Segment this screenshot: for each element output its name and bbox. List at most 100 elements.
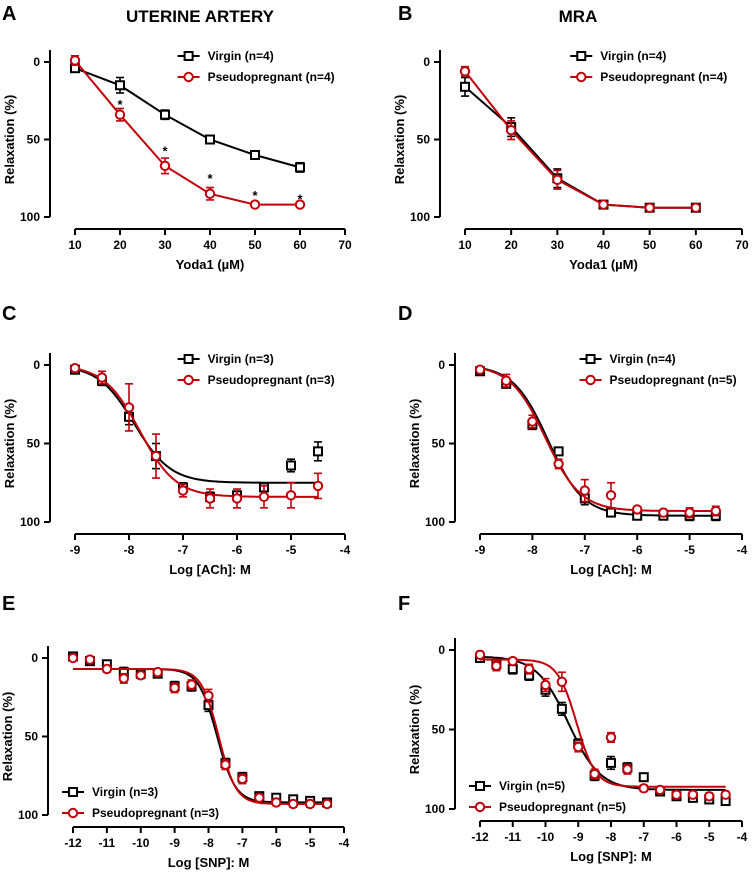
panel-letter-a: A <box>2 3 16 25</box>
x-tick-label: -7 <box>178 543 189 557</box>
data-point <box>638 783 649 794</box>
x-tick-label: -9 <box>70 543 81 557</box>
data-point <box>205 134 215 145</box>
legend-marker <box>183 51 194 61</box>
data-point <box>177 485 189 496</box>
x-tick-label: -4 <box>737 543 748 557</box>
x-tick-label: 60 <box>293 238 307 252</box>
y-tick-label: 0 <box>33 358 40 372</box>
data-point <box>294 199 306 210</box>
legend-marker <box>183 374 194 386</box>
y-tick-label: 0 <box>33 55 40 69</box>
legend-label: Virgin (n=5) <box>499 779 565 793</box>
x-tick-label: -4 <box>737 830 748 844</box>
significance-star: * <box>207 171 213 186</box>
panel-letter-d: D <box>398 303 412 325</box>
x-tick-label: -5 <box>704 830 715 844</box>
data-point <box>150 450 162 462</box>
data-point <box>553 446 564 457</box>
x-axis-label: Log [SNP]: M <box>168 855 250 870</box>
x-tick-label: -7 <box>579 543 590 557</box>
data-point <box>96 372 108 383</box>
data-point <box>527 416 538 427</box>
legend-marker <box>585 354 596 364</box>
y-tick-label: 100 <box>425 515 445 529</box>
data-point <box>720 789 731 800</box>
panel-e: E 0 50 100 -12 -11 -10 -9 -8 -7 -6 -5 -4 Log [SNP]: … <box>0 593 350 870</box>
data-point <box>540 679 551 691</box>
y-axis-label: Relaxation (%) <box>392 95 407 185</box>
data-point <box>135 670 146 681</box>
y-axis-label: Relaxation (%) <box>407 399 422 489</box>
series-pseudopregnant <box>474 364 721 519</box>
legend-label: Virgin (n=3) <box>208 352 274 366</box>
data-point <box>101 663 113 675</box>
data-point <box>271 797 282 808</box>
data-point <box>67 652 79 664</box>
legend: Virgin (n=3) Pseudopregnant (n=3) <box>177 352 335 387</box>
legend-marker <box>68 787 78 797</box>
data-point <box>501 375 512 386</box>
data-point <box>605 732 617 743</box>
data-point <box>186 679 197 690</box>
x-tick-label: -5 <box>684 543 695 557</box>
data-point <box>250 150 260 160</box>
data-point <box>84 654 96 665</box>
data-point <box>159 160 171 172</box>
data-point <box>231 493 243 504</box>
x-tick-label: 70 <box>735 238 749 252</box>
data-point <box>313 446 323 457</box>
data-point <box>605 490 617 501</box>
data-point <box>321 798 333 810</box>
x-tick-label: -5 <box>305 836 316 850</box>
x-tick-label: -12 <box>64 836 82 850</box>
panel-f: F 0 50 100 -12 -11 -10 -9 -8 -7 -6 -5 -4 Log [SNP]: … <box>398 593 748 864</box>
series-pseudopregnant <box>459 65 702 213</box>
fit-curve <box>74 368 318 484</box>
data-point <box>523 663 535 675</box>
data-point <box>258 491 270 503</box>
data-point <box>118 673 130 684</box>
x-tick-label: -9 <box>169 836 180 850</box>
data-point <box>203 690 214 701</box>
x-axis-label: Log [SNP]: M <box>570 849 652 864</box>
fit-curve <box>480 655 726 791</box>
data-point <box>69 55 81 66</box>
panel-d: D 0 50 100 -9 -8 -7 -6 -5 -4 Log [ACh]: M Relaxati… <box>398 303 748 577</box>
legend-label: Pseudopregnant (n=3) <box>92 806 219 820</box>
legend-marker <box>576 71 587 83</box>
x-tick-label: 20 <box>504 238 518 252</box>
data-point <box>286 460 296 471</box>
y-tick-label: 100 <box>18 808 38 822</box>
y-tick-label: 50 <box>432 437 446 451</box>
data-point <box>287 798 299 810</box>
data-point <box>606 757 616 768</box>
legend-marker <box>576 51 587 61</box>
y-tick-label: 50 <box>27 133 41 147</box>
y-tick-label: 100 <box>20 210 40 224</box>
panel-letter-c: C <box>2 303 16 325</box>
data-point <box>204 493 216 504</box>
significance-star: * <box>252 188 258 203</box>
x-tick-label: -9 <box>573 830 584 844</box>
fit-curve <box>74 367 318 498</box>
legend: Virgin (n=4) Pseudopregnant (n=4) <box>177 49 335 84</box>
x-tick-label: -7 <box>638 830 649 844</box>
x-tick-label: 10 <box>458 238 472 252</box>
legend-label: Virgin (n=3) <box>92 785 158 799</box>
data-point <box>573 741 584 753</box>
legend: Virgin (n=5) Pseudopregnant (n=5) <box>469 779 626 814</box>
data-point <box>152 666 163 678</box>
fit-curve <box>73 668 328 805</box>
x-tick-label: -6 <box>632 543 643 557</box>
panel-c: C 0 50 100 -9 -8 -7 -6 -5 -4 Log [ACh]: M Relaxati… <box>2 303 351 577</box>
data-point <box>556 676 568 687</box>
panel-letter-f: F <box>398 593 410 615</box>
y-tick-label: 100 <box>425 802 445 816</box>
data-point <box>204 188 216 199</box>
x-tick-label: 50 <box>643 238 657 252</box>
fit-curve <box>480 658 726 788</box>
data-point <box>553 458 564 470</box>
data-point <box>589 768 600 780</box>
series-pseudopregnant <box>69 54 306 210</box>
